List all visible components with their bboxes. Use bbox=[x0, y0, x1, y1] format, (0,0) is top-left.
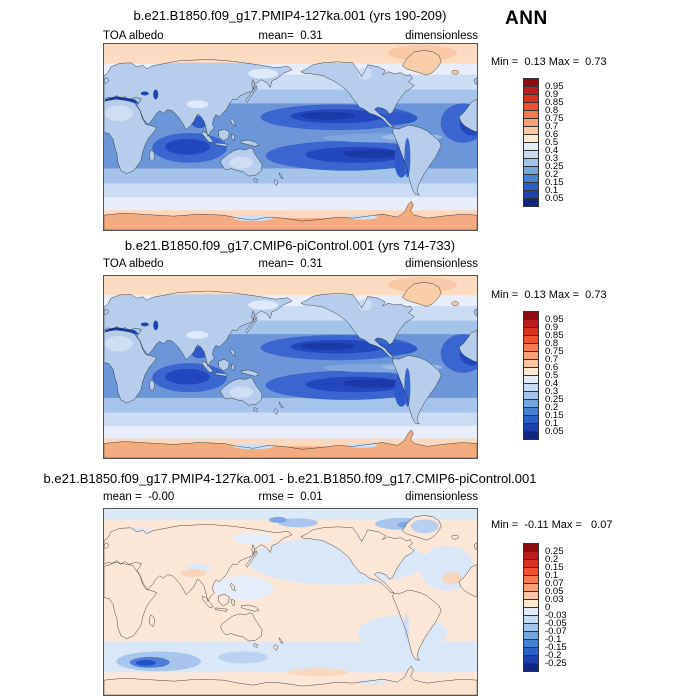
panel2-map bbox=[103, 275, 478, 459]
panel2-world-map-svg bbox=[104, 276, 477, 458]
panel1-variable-label: TOA albedo bbox=[103, 30, 164, 42]
panel2-units-label: dimensionless bbox=[405, 258, 478, 270]
panel3-map bbox=[103, 508, 478, 696]
panel1-colorbar-cells bbox=[523, 78, 539, 207]
panel1-map bbox=[103, 43, 478, 231]
panel3-colorbar: 0.25 0.2 0.15 0.1 0.07 0.05 0.03 0 -0.03 -0.05 -0.… bbox=[523, 543, 613, 693]
panel3-rmse-stat: rmse = 0.01 bbox=[258, 491, 323, 503]
panel3-units-label: dimensionless bbox=[405, 491, 478, 503]
panel1-world-map-svg bbox=[104, 44, 477, 230]
panel2-colorbar: 0.95 0.9 0.85 0.8 0.75 0.7 0.6 0.5 0.4 0.3 0.25 0.2… bbox=[523, 311, 613, 461]
panel3-mean-stat: mean = -0.00 bbox=[103, 491, 175, 503]
panel2-title: b.e21.B1850.f09_g17.CMIP6-piControl.001 … bbox=[124, 238, 456, 253]
panel2-mean-stat: mean= 0.31 bbox=[258, 258, 323, 270]
panel1-minmax: Min = 0.13 Max = 0.73 bbox=[491, 56, 607, 68]
panel3-subtitle-row: mean = -0.00 rmse = 0.01 dimensionless bbox=[103, 491, 478, 505]
panel2-variable-label: TOA albedo bbox=[103, 258, 164, 270]
panel2-minmax: Min = 0.13 Max = 0.73 bbox=[491, 289, 607, 301]
panel3-minmax: Min = -0.11 Max = 0.07 bbox=[491, 519, 613, 531]
panel1-title: b.e21.B1850.f09_g17.PMIP4-127ka.001 (yrs… bbox=[133, 8, 447, 23]
panel1-mean-stat: mean= 0.31 bbox=[258, 30, 323, 42]
panel1-subtitle-row: TOA albedo mean= 0.31 dimensionless bbox=[103, 30, 478, 44]
panel3-world-map-svg bbox=[104, 509, 477, 695]
panel3-title: b.e21.B1850.f09_g17.PMIP4-127ka.001 - b.… bbox=[43, 471, 537, 486]
season-label: ANN bbox=[505, 8, 548, 29]
panel1-units-label: dimensionless bbox=[405, 30, 478, 42]
panel3-colorbar-cells bbox=[523, 543, 539, 672]
panel2-colorbar-cells bbox=[523, 311, 539, 440]
panel2-subtitle-row: TOA albedo mean= 0.31 dimensionless bbox=[103, 258, 478, 272]
panel1-colorbar: 0.95 0.9 0.85 0.8 0.75 0.7 0.6 0.5 0.4 0.3 0.25 0.2… bbox=[523, 78, 613, 228]
